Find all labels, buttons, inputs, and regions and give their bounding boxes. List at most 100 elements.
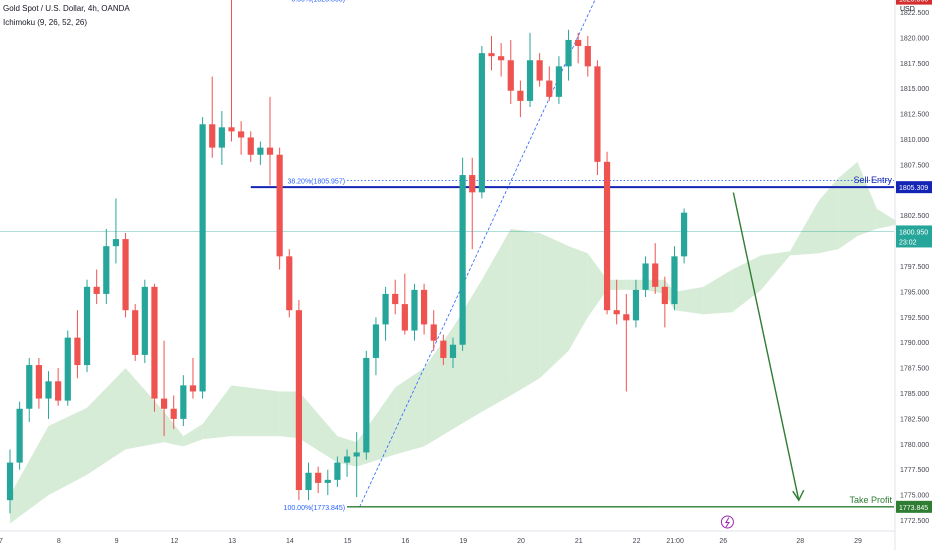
price-tick-label: 1822.500 <box>900 10 929 17</box>
time-tick-label: 29 <box>854 538 862 545</box>
candle <box>652 243 659 294</box>
candle <box>469 157 476 250</box>
price-tick-label: 1812.500 <box>900 112 929 119</box>
candle-body <box>295 310 302 491</box>
candle-body <box>315 472 322 483</box>
lightning-icon <box>725 517 730 528</box>
cloud-segment-bull <box>876 208 896 229</box>
cloud-segment-bull <box>356 387 396 467</box>
time-tick-label: 21 <box>575 538 583 545</box>
candle <box>613 279 620 325</box>
candle <box>6 449 14 514</box>
level-label: Sell Entry <box>853 175 892 185</box>
cloud-segment-bull <box>510 228 540 396</box>
price-tick-label: 1820.000 <box>900 35 929 42</box>
candle <box>45 371 52 419</box>
candle-body <box>276 154 283 257</box>
candle-body <box>55 381 62 401</box>
candle-body <box>324 479 331 483</box>
cloud-segment-bull <box>231 385 280 437</box>
candle <box>546 66 553 101</box>
time-axis: 7 8 9 12 13 14 15 16 19 20 21 22 21:00 26 28 29 <box>0 530 895 545</box>
candle-body <box>93 286 100 294</box>
candle <box>411 283 418 341</box>
cloud-segment-bull <box>857 161 877 237</box>
candle <box>498 42 505 77</box>
price-tick-label: 1775.000 <box>900 493 929 500</box>
candle <box>671 246 678 311</box>
price-tick-label: 1792.500 <box>900 315 929 322</box>
candle <box>55 368 62 406</box>
price-tick-label: 1780.000 <box>900 442 929 449</box>
candle-body <box>218 127 225 148</box>
candle-body <box>469 175 476 193</box>
cloud-segment-bull <box>761 251 791 290</box>
candle <box>575 32 582 64</box>
price-tick-label: 1785.000 <box>900 391 929 398</box>
cloud-segment-bull <box>539 232 569 379</box>
cloud-segment-bull <box>87 368 126 475</box>
price-axis: USD 1772.500 1775.000 1777.500 1780.000 1782.… <box>894 0 932 550</box>
candle-body <box>103 246 110 294</box>
candle-body <box>449 344 457 358</box>
candle <box>315 466 322 494</box>
candle-body <box>498 56 505 61</box>
candle <box>141 279 148 364</box>
candle-body <box>478 53 485 193</box>
candle <box>565 29 572 81</box>
candle-body <box>247 137 254 155</box>
candle <box>507 39 514 104</box>
candle <box>353 432 360 498</box>
candle <box>16 401 23 470</box>
candle-body <box>642 263 649 290</box>
candle-body <box>122 239 129 311</box>
candle <box>247 131 254 162</box>
candle-body <box>440 340 447 358</box>
price-tick-label: 1782.500 <box>900 416 929 423</box>
price-tick-label: 1787.500 <box>900 366 929 373</box>
time-tick-label: 19 <box>459 538 467 545</box>
price-tick-label: 1772.500 <box>900 518 929 525</box>
annotations: 0.00%(1823.865) 38.20%(1805.957) 100.00%(1… <box>284 0 892 529</box>
cloud-segment-bull <box>703 269 733 315</box>
ichimoku-cloud <box>10 161 896 524</box>
candle <box>324 469 331 496</box>
candle-body <box>613 310 620 315</box>
candle <box>35 357 42 409</box>
candle <box>170 395 177 430</box>
candle <box>276 147 283 270</box>
candle-body <box>372 324 380 358</box>
candle <box>305 462 312 501</box>
candle-body <box>681 212 688 257</box>
candle <box>363 350 370 460</box>
candle-body <box>74 337 81 366</box>
candle-body <box>392 293 399 305</box>
candle-body <box>632 289 640 321</box>
candle-body <box>430 324 437 341</box>
cloud-segment-bull <box>732 255 762 313</box>
candle-body <box>652 263 659 287</box>
projection-arrow-line <box>732 192 800 501</box>
candle-body <box>565 39 572 67</box>
time-tick-label: 28 <box>796 538 804 545</box>
cloud-segment-bull <box>838 161 858 250</box>
candle <box>632 279 640 328</box>
price-tick-label: 1817.500 <box>900 61 929 68</box>
candle-body <box>536 60 543 81</box>
candle <box>83 279 91 373</box>
candle <box>199 117 206 399</box>
candle <box>459 157 466 351</box>
price-tag <box>896 0 932 5</box>
candle-body <box>526 60 534 101</box>
candle-body <box>623 314 630 321</box>
price-tick-label: 1797.500 <box>900 264 929 271</box>
candle-body <box>353 452 360 457</box>
candle <box>555 56 563 104</box>
candle <box>420 283 428 335</box>
cloud-segment-bull <box>183 423 203 447</box>
candle-body <box>6 462 14 501</box>
candle-body <box>286 256 293 311</box>
last-price-tag <box>896 225 932 248</box>
time-tick-label: 16 <box>402 538 410 545</box>
